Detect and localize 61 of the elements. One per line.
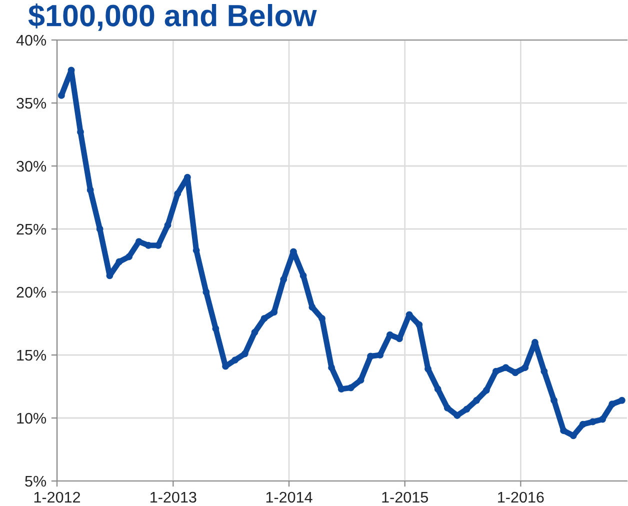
point bbox=[96, 226, 104, 232]
point bbox=[502, 364, 510, 372]
point bbox=[599, 416, 606, 423]
y-tick-label: 15% bbox=[17, 350, 46, 361]
point bbox=[618, 396, 626, 404]
chart-title: $100,000 and Below bbox=[28, 3, 317, 31]
point bbox=[300, 272, 307, 280]
point bbox=[318, 314, 326, 322]
point bbox=[560, 427, 567, 434]
x-tick-label: 1-2014 bbox=[266, 492, 312, 503]
point bbox=[174, 190, 182, 198]
point bbox=[338, 386, 345, 392]
x-tick-label: 1-2016 bbox=[498, 492, 544, 503]
point bbox=[232, 356, 239, 364]
point bbox=[241, 350, 248, 358]
y-tick-label: 30% bbox=[16, 160, 46, 172]
point bbox=[308, 304, 316, 311]
y-tick-label: 10% bbox=[17, 412, 46, 424]
point bbox=[482, 386, 490, 394]
point bbox=[492, 368, 500, 375]
point bbox=[270, 308, 278, 316]
point bbox=[540, 368, 548, 375]
point bbox=[357, 376, 364, 384]
point bbox=[347, 384, 354, 392]
point bbox=[434, 386, 442, 392]
x-tick-label: 1-2015 bbox=[382, 492, 428, 503]
x-tick-label: 1-2012 bbox=[34, 492, 80, 503]
point bbox=[367, 352, 374, 360]
y-tick-label: 25% bbox=[16, 224, 46, 235]
point bbox=[328, 364, 335, 372]
point bbox=[473, 396, 480, 404]
point bbox=[86, 186, 94, 194]
y-tick-label: 35% bbox=[16, 98, 46, 109]
point bbox=[144, 242, 152, 249]
point bbox=[212, 325, 220, 332]
point bbox=[58, 92, 65, 99]
point bbox=[154, 242, 162, 249]
point bbox=[463, 406, 470, 413]
point bbox=[126, 253, 133, 260]
y-tick-label: 20% bbox=[16, 286, 46, 298]
point bbox=[164, 222, 172, 229]
x-tick-label: 1-2013 bbox=[150, 492, 196, 503]
point bbox=[424, 365, 432, 372]
point bbox=[589, 418, 596, 426]
y-tick-label: 40% bbox=[16, 34, 46, 46]
point bbox=[416, 321, 423, 328]
point bbox=[522, 364, 529, 372]
point bbox=[512, 369, 519, 376]
point bbox=[192, 246, 200, 254]
point bbox=[608, 400, 616, 408]
point bbox=[280, 276, 288, 283]
point bbox=[202, 288, 210, 296]
point bbox=[116, 258, 123, 266]
point bbox=[251, 328, 258, 336]
point bbox=[444, 404, 451, 412]
point bbox=[77, 128, 84, 136]
y-tick-label: 5% bbox=[25, 476, 46, 487]
point bbox=[376, 352, 384, 358]
point bbox=[260, 314, 268, 322]
point bbox=[550, 396, 558, 404]
point bbox=[579, 420, 586, 428]
